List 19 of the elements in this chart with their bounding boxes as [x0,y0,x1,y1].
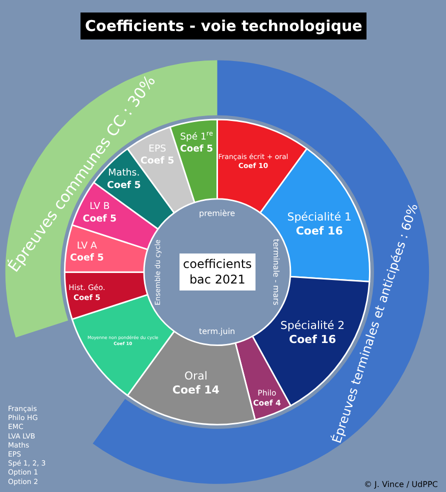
data-label: Coef 14 [172,384,220,397]
data-label: Coef 5 [180,143,214,154]
slice-label: Maths. [108,168,140,179]
data-label: Coef 16 [288,333,336,346]
slice-label: Spécialité 2 [280,318,345,332]
chart-title: Coefficients - voie technologique [85,17,362,35]
text: term.juin [199,327,236,336]
slice-label: Spé 1$^{re}$ [180,130,213,142]
data-label: Coef 5 [106,180,141,191]
text: première [199,209,236,218]
data-label: Coef 5 [82,213,117,224]
data-label: Coef 5 [70,252,104,264]
slice-label: Spécialité 1 [287,210,352,224]
text: coefficients bac 2021 [183,257,252,287]
slice-label: LV A [76,240,98,252]
data-label: Coef 16 [296,224,344,238]
text: © J. Vince / UdPPC [364,480,438,489]
text: terminale - mars [271,238,280,306]
slice-label: Oral [184,369,208,382]
